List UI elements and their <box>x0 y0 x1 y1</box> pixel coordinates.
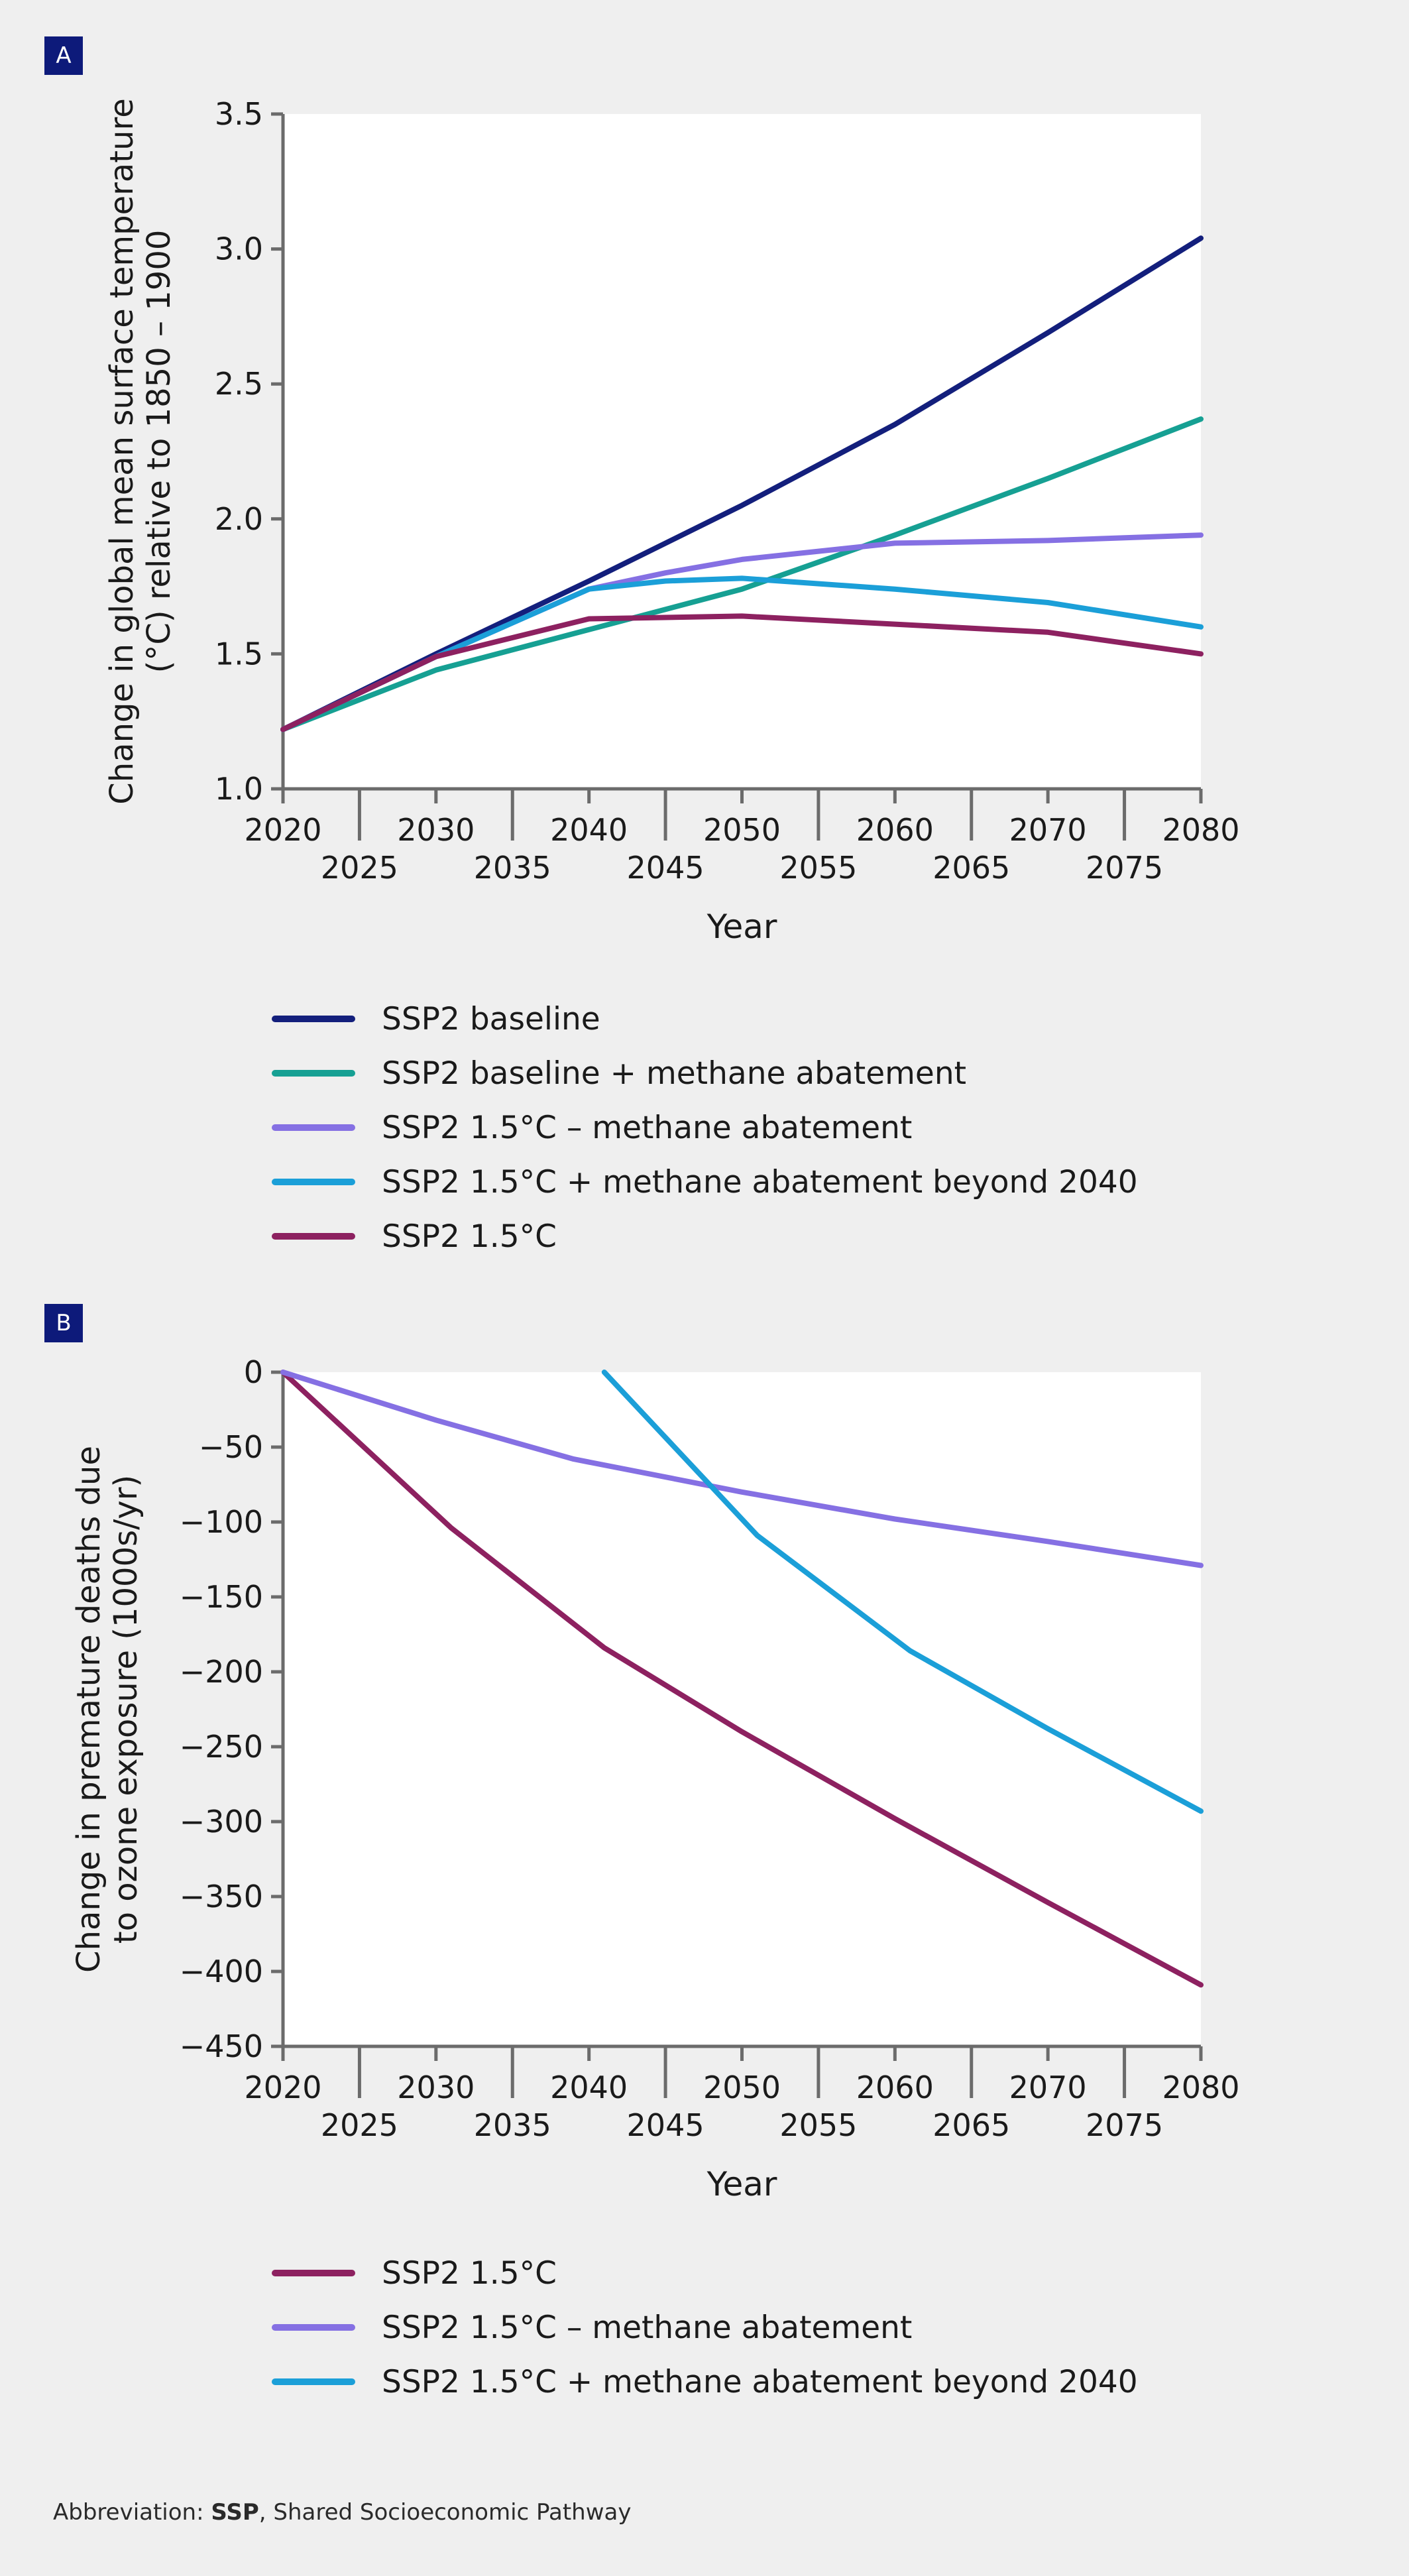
y-tick-label: −300 <box>180 1804 263 1840</box>
x-tick-label-major: 2070 <box>1009 812 1087 848</box>
y-tick-label: 1.5 <box>215 636 263 672</box>
y-axis-label-line: Change in premature deaths due <box>70 1446 107 1973</box>
y-tick-label: 3.5 <box>215 96 263 132</box>
x-tick-label-major: 2060 <box>856 812 934 848</box>
x-tick-label-minor: 2055 <box>779 850 857 886</box>
y-tick-label: 2.0 <box>215 501 263 537</box>
series-line <box>280 416 1204 732</box>
y-tick-label: −150 <box>180 1579 263 1615</box>
y-tick-label: −350 <box>180 1879 263 1914</box>
y-tick-label: 3.0 <box>215 231 263 267</box>
x-tick-label-minor: 2025 <box>321 2107 398 2143</box>
x-tick-label-major: 2080 <box>1162 2070 1239 2105</box>
x-tick-label-minor: 2075 <box>1086 2107 1163 2143</box>
x-tick-label-major: 2030 <box>397 812 475 848</box>
legend-label: SSP2 1.5°C <box>382 2254 557 2292</box>
x-axis-label: Year <box>706 2165 777 2201</box>
y-tick-label: −100 <box>180 1504 263 1540</box>
legend-swatch <box>272 2270 355 2276</box>
series-line <box>280 1370 1204 1568</box>
x-tick-label-minor: 2045 <box>627 2107 704 2143</box>
temperature-legend: SSP2 baseline SSP2 baseline + methane aba… <box>272 992 1138 1263</box>
panel-b-badge: B <box>44 1304 83 1342</box>
legend-item: SSP2 baseline + methane abatement <box>272 1046 1138 1100</box>
legend-swatch <box>272 2378 355 2385</box>
y-tick-label: −450 <box>180 2028 263 2064</box>
plot-area <box>283 114 1201 789</box>
legend-item: SSP2 baseline <box>272 992 1138 1046</box>
footnote-prefix: Abbreviation: <box>53 2499 211 2526</box>
x-tick-label-major: 2070 <box>1009 2070 1087 2105</box>
legend-label: SSP2 baseline + methane abatement <box>382 1055 967 1092</box>
y-tick-label: 0 <box>244 1354 263 1390</box>
series-line <box>601 1370 1204 1814</box>
x-tick-label-minor: 2035 <box>474 2107 551 2143</box>
ozone-deaths-legend: SSP2 1.5°C SSP2 1.5°C – methane abatement… <box>272 2246 1138 2409</box>
x-tick-label-major: 2080 <box>1162 812 1239 848</box>
y-tick-label: 2.5 <box>215 366 263 402</box>
legend-item: SSP2 1.5°C <box>272 1209 1138 1263</box>
legend-label: SSP2 1.5°C + methane abatement beyond 20… <box>382 1163 1138 1200</box>
x-tick-label-major: 2060 <box>856 2070 934 2105</box>
legend-label: SSP2 1.5°C – methane abatement <box>382 1109 913 1146</box>
series-line <box>280 1370 1204 1988</box>
legend-label: SSP2 1.5°C – methane abatement <box>382 2309 913 2346</box>
panel-a-badge: A <box>44 36 83 75</box>
footnote-term: SSP <box>211 2499 259 2526</box>
x-tick-label-major: 2050 <box>703 2070 781 2105</box>
x-tick-label-minor: 2055 <box>779 2107 857 2143</box>
legend-swatch <box>272 1179 355 1185</box>
legend-item: SSP2 1.5°C <box>272 2246 1138 2300</box>
series-line <box>280 575 1204 732</box>
legend-swatch <box>272 1233 355 1240</box>
ozone-deaths-chart: 0 −50 −100 −150 −200 −250 −300 −350 −400 −450 2020… <box>70 1354 1240 2201</box>
y-tick-label: −250 <box>180 1729 263 1765</box>
y-tick-label: 1.0 <box>215 771 263 807</box>
legend-swatch <box>272 1124 355 1131</box>
x-tick-label-minor: 2075 <box>1086 850 1163 886</box>
legend-swatch <box>272 1070 355 1077</box>
x-tick-label-minor: 2065 <box>932 850 1010 886</box>
y-axis-label: Change in global mean surface temperatur… <box>103 98 178 804</box>
x-tick-label-major: 2020 <box>244 2070 321 2105</box>
legend-item: SSP2 1.5°C – methane abatement <box>272 2300 1138 2355</box>
x-tick-label-minor: 2065 <box>932 2107 1010 2143</box>
y-tick-label: −400 <box>180 1954 263 1989</box>
x-tick-label-minor: 2025 <box>321 850 398 886</box>
x-tick-label-major: 2040 <box>550 812 628 848</box>
x-tick-label-minor: 2035 <box>474 850 551 886</box>
series-line <box>280 613 1204 732</box>
x-tick-label-minor: 2045 <box>627 850 704 886</box>
x-tick-label-major: 2030 <box>397 2070 475 2105</box>
y-axis-label-line: to ozone exposure (1000s/yr) <box>107 1475 144 1944</box>
x-axis-label: Year <box>706 907 777 946</box>
abbreviation-footnote: Abbreviation: SSP, Shared Socioeconomic … <box>53 2499 631 2526</box>
x-tick-label-major: 2040 <box>550 2070 628 2105</box>
y-axis-label-line: (°C) relative to 1850 – 1900 <box>141 230 178 673</box>
footnote-definition: , Shared Socioeconomic Pathway <box>258 2499 632 2526</box>
legend-item: SSP2 1.5°C + methane abatement beyond 20… <box>272 2355 1138 2409</box>
legend-label: SSP2 1.5°C + methane abatement beyond 20… <box>382 2363 1138 2400</box>
y-axis-label: Change in premature deaths due to ozone e… <box>70 1446 144 1973</box>
x-tick-label-major: 2020 <box>244 812 321 848</box>
x-tick-label-major: 2050 <box>703 812 781 848</box>
y-axis-label-line: Change in global mean surface temperatur… <box>103 98 141 804</box>
y-tick-label: −200 <box>180 1654 263 1690</box>
legend-label: SSP2 baseline <box>382 1000 600 1037</box>
legend-swatch <box>272 1016 355 1022</box>
legend-label: SSP2 1.5°C <box>382 1218 557 1255</box>
legend-item: SSP2 1.5°C + methane abatement beyond 20… <box>272 1155 1138 1209</box>
plot-area <box>283 1372 1201 2046</box>
legend-swatch <box>272 2324 355 2331</box>
legend-item: SSP2 1.5°C – methane abatement <box>272 1100 1138 1155</box>
y-tick-label: −50 <box>199 1429 263 1465</box>
